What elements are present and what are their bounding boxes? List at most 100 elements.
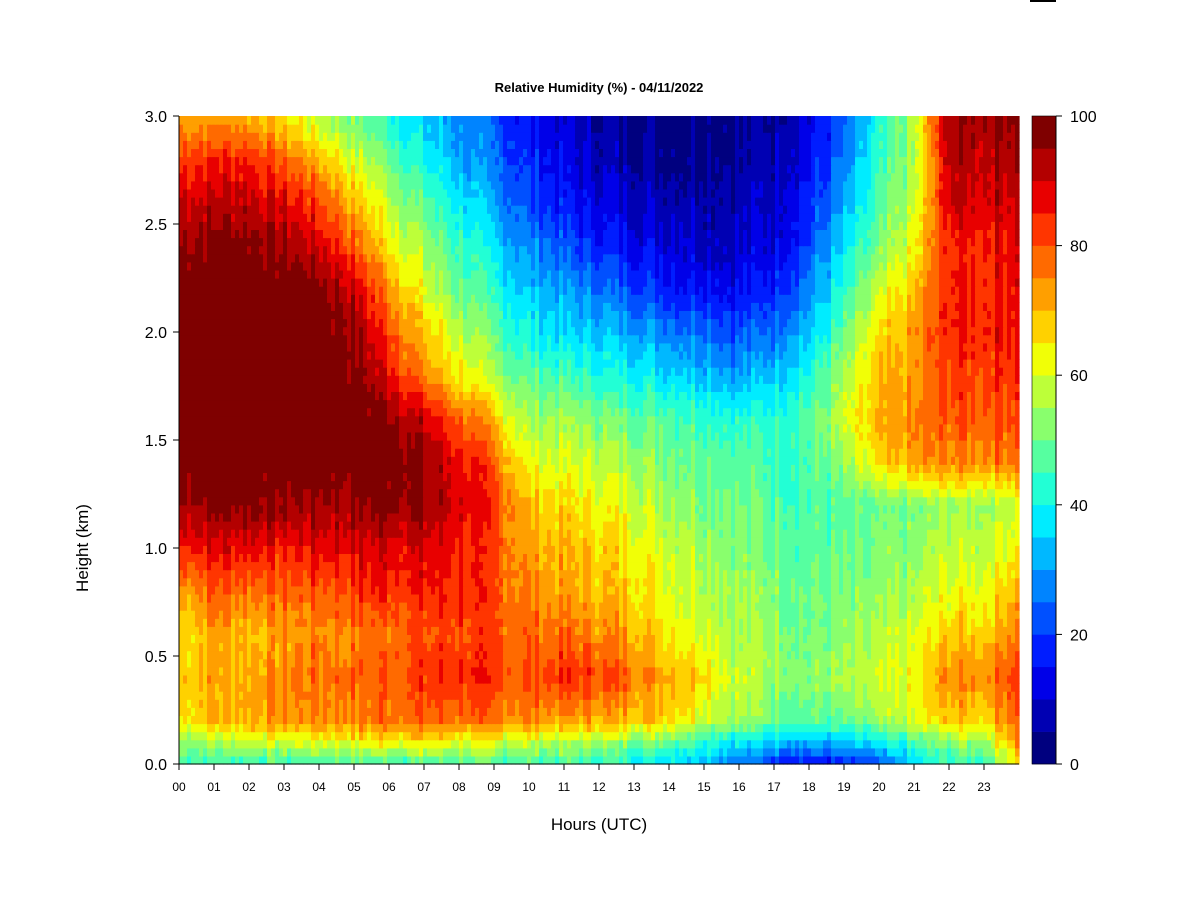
heatmap-cell [191,755,196,765]
heatmap-cell [663,642,668,652]
heatmap-cell [771,658,776,668]
heatmap-cell [611,626,616,635]
heatmap-cell [187,747,192,757]
heatmap-cell [951,715,956,725]
heatmap-cell [967,626,972,635]
heatmap-cell [935,691,940,700]
heatmap-cell [923,602,928,611]
heatmap-cell [543,715,548,725]
heatmap-cell [719,626,724,635]
heatmap-cell [955,699,960,708]
heatmap-cell [879,683,884,692]
heatmap-cell [379,747,384,757]
heatmap-cell [675,569,680,579]
heatmap-cell [627,577,632,587]
heatmap-cell [411,602,416,611]
heatmap-cell [483,674,488,684]
heatmap-cell [219,618,224,627]
heatmap-cell [963,658,968,668]
heatmap-cell [203,658,208,668]
heatmap-cell [199,747,204,757]
heatmap-cell [527,715,532,725]
heatmap-cell [771,577,776,587]
heatmap-cell [943,585,948,595]
heatmap-cell [495,658,500,668]
heatmap-cell [1003,715,1008,725]
heatmap-cell [899,755,904,765]
heatmap-cell [323,642,328,652]
heatmap-cell [807,634,812,644]
heatmap-cell [567,747,572,757]
heatmap-cell [859,658,864,668]
heatmap-cell [807,610,812,619]
heatmap-cell [683,577,688,587]
heatmap-cell [619,723,624,733]
heatmap-cell [599,585,604,595]
heatmap-cell [731,602,736,611]
heatmap-cell [991,691,996,700]
heatmap-cell [423,585,428,595]
heatmap-cell [971,658,976,668]
heatmap-cell [971,739,976,749]
heatmap-cell [759,683,764,692]
heatmap-cell [467,683,472,692]
heatmap-cell [315,755,320,765]
heatmap-cell [399,715,404,725]
heatmap-cell [579,723,584,733]
heatmap-cell [739,715,744,725]
heatmap-cell [299,642,304,652]
heatmap-cell [275,650,280,660]
heatmap-cell [523,699,528,708]
heatmap-cell [219,707,224,716]
heatmap-cell [823,642,828,652]
heatmap-cell [179,610,184,619]
heatmap-cell [763,658,768,668]
heatmap-cell [243,739,248,749]
heatmap-cell [219,634,224,644]
heatmap-cell [651,626,656,635]
heatmap-cell [875,650,880,660]
heatmap-cell [399,602,404,611]
heatmap-cell [819,569,824,579]
heatmap-cell [343,699,348,708]
heatmap-cell [783,585,788,595]
heatmap-cell [755,683,760,692]
heatmap-cell [319,642,324,652]
heatmap-cell [879,691,884,700]
heatmap-cell [499,699,504,708]
heatmap-cell [679,666,684,676]
heatmap-cell [587,723,592,733]
heatmap-cell [483,691,488,700]
heatmap-cell [683,723,688,733]
heatmap-cell [315,602,320,611]
heatmap-cell [895,715,900,725]
heatmap-cell [263,610,268,619]
heatmap-cell [495,747,500,757]
heatmap-cell [447,577,452,587]
heatmap-cell [843,593,848,603]
heatmap-cell [863,683,868,692]
heatmap-cell [771,602,776,611]
heatmap-cell [443,723,448,733]
heatmap-cell [595,602,600,611]
heatmap-cell [799,658,804,668]
heatmap-cell [791,731,796,741]
heatmap-cell [983,642,988,652]
heatmap-cell [395,666,400,676]
heatmap-cell [503,650,508,660]
heatmap-cell [307,707,312,716]
heatmap-cell [191,683,196,692]
heatmap-cell [747,577,752,587]
heatmap-cell [303,650,308,660]
heatmap-cell [511,747,516,757]
heatmap-cell [391,691,396,700]
heatmap-cell [703,642,708,652]
heatmap-cell [987,707,992,716]
heatmap-cell [259,731,264,741]
heatmap-cell [363,585,368,595]
heatmap-cell [747,593,752,603]
heatmap-cell [931,747,936,757]
heatmap-cell [223,715,228,725]
heatmap-cell [275,593,280,603]
heatmap-cell [379,691,384,700]
